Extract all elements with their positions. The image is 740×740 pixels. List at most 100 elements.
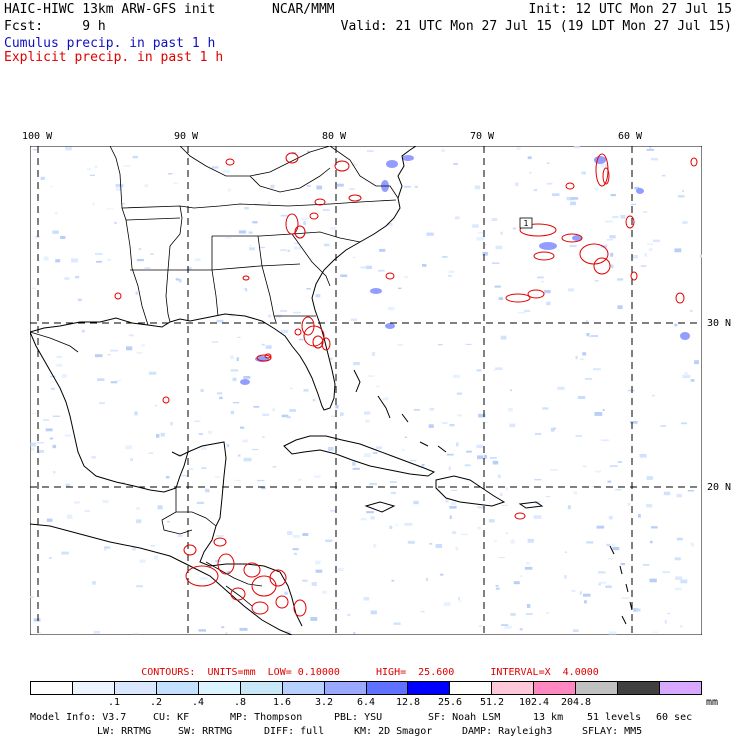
precip-speckle	[96, 260, 102, 263]
precip-speckle	[571, 590, 576, 592]
precip-speckle	[675, 576, 683, 580]
precip-speckle	[422, 264, 427, 267]
precip-speckle	[478, 625, 483, 627]
precip-speckle	[449, 506, 457, 509]
precip-speckle	[509, 389, 513, 391]
precip-speckle	[262, 436, 265, 438]
precip-speckle	[67, 515, 73, 520]
precip-speckle	[49, 557, 52, 559]
precip-speckle	[594, 280, 599, 282]
precip-speckle	[600, 164, 608, 168]
precip-speckle	[546, 162, 550, 164]
precip-speckle	[330, 509, 337, 512]
precip-speckle	[293, 311, 302, 314]
precip-speckle	[352, 467, 360, 470]
model-info-sf: SF: Noah LSM	[428, 712, 501, 723]
precip-speckle	[43, 256, 49, 261]
precip-speckle	[233, 402, 240, 404]
precip-speckle	[642, 563, 650, 566]
precip-speckle	[38, 450, 44, 453]
precip-speckle	[102, 500, 109, 504]
precip-speckle	[238, 454, 241, 457]
precip-speckle	[477, 455, 484, 460]
precip-speckle	[586, 333, 590, 337]
precip-speckle	[649, 540, 653, 544]
precip-speckle	[621, 597, 630, 599]
scale-swatch	[618, 682, 661, 694]
precip-speckle	[600, 244, 608, 248]
precip-speckle	[643, 211, 648, 213]
precip-speckle	[312, 398, 316, 402]
precip-speckle	[505, 487, 508, 491]
precip-speckle	[527, 538, 534, 543]
precip-speckle	[234, 479, 242, 481]
precip-speckle	[214, 476, 220, 478]
precip-speckle	[225, 632, 228, 634]
precip-speckle	[459, 601, 462, 603]
precip-speckle	[285, 630, 291, 634]
precip-speckle	[350, 318, 358, 321]
precip-speckle	[585, 320, 589, 322]
precip-speckle	[478, 413, 486, 418]
precip-speckle	[226, 443, 230, 448]
precip-speckle	[92, 202, 95, 206]
precip-speckle	[566, 196, 575, 201]
precip-speckle	[526, 604, 531, 608]
coastlines	[30, 146, 633, 635]
scale-swatch	[534, 682, 577, 694]
precip-speckle	[429, 543, 433, 545]
precip-speckle	[612, 546, 620, 551]
precip-speckle	[272, 466, 277, 468]
explicit-precip-label: Explicit precip. in past 1 h	[4, 50, 224, 65]
precip-speckle	[610, 264, 614, 269]
precip-speckle	[391, 579, 395, 582]
precip-speckle	[383, 397, 389, 401]
precip-speckle	[465, 343, 472, 345]
precip-speckle	[50, 375, 56, 378]
precip-speckle	[316, 185, 323, 190]
precip-speckle	[498, 557, 505, 559]
precip-speckle	[449, 424, 455, 427]
precip-speckle	[248, 231, 253, 234]
precip-speckle	[451, 489, 458, 491]
precip-speckle	[381, 398, 386, 400]
precip-speckle	[165, 476, 170, 479]
precip-speckle	[573, 491, 577, 495]
precip-speckle	[494, 285, 501, 288]
precip-speckle	[437, 344, 443, 346]
precip-speckle	[388, 307, 395, 311]
precip-speckle	[136, 585, 143, 588]
precip-speckle	[54, 212, 58, 214]
precip-speckle	[225, 237, 232, 239]
precip-speckle	[340, 412, 344, 416]
precip-speckle	[404, 436, 407, 438]
precip-speckle	[605, 585, 612, 588]
lon-label-60w: 60 W	[618, 131, 643, 142]
precip-speckle	[646, 504, 653, 508]
precip-speckle	[420, 611, 425, 613]
precip-speckle	[238, 230, 246, 234]
precip-speckle	[615, 489, 622, 491]
precip-speckle	[395, 524, 399, 526]
precip-speckle	[352, 461, 356, 466]
precip-speckle	[456, 442, 459, 447]
precip-speckle	[229, 314, 235, 317]
precip-speckle	[403, 185, 411, 188]
precip-speckle	[302, 533, 309, 536]
precip-speckle	[36, 441, 45, 444]
precip-speckle	[604, 220, 613, 223]
precip-speckle	[306, 288, 311, 290]
precip-speckle	[290, 387, 293, 389]
precip-speckle	[609, 235, 616, 239]
precip-speckle	[663, 491, 671, 496]
precipitation-map: 1	[30, 146, 702, 635]
precip-speckle	[369, 482, 377, 486]
precip-speckle	[216, 319, 224, 323]
precip-speckle	[43, 419, 50, 421]
precip-speckle	[527, 156, 532, 160]
precip-speckle	[646, 476, 653, 480]
precip-speckle	[586, 541, 594, 544]
precip-speckle	[31, 412, 37, 415]
model-info-damp: DAMP: Rayleigh3	[462, 726, 553, 737]
precip-speckle	[534, 478, 542, 481]
